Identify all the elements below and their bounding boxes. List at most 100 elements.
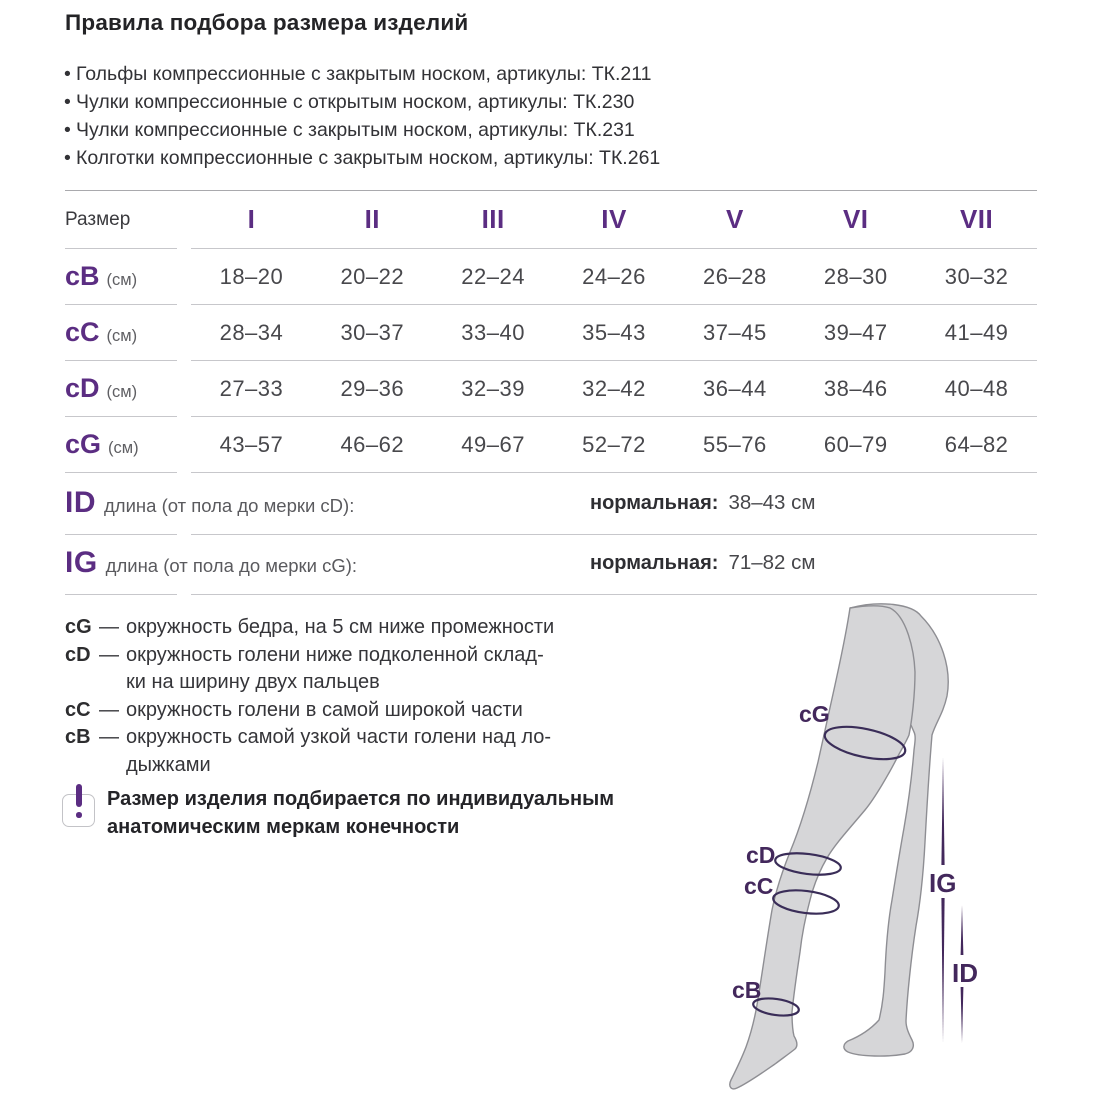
- row-label: cG: [65, 429, 102, 459]
- value-cell: 36–44: [703, 375, 767, 401]
- size-column-iii: III: [481, 204, 505, 234]
- row-label: cD: [65, 373, 100, 403]
- value-cell: 55–76: [703, 431, 767, 457]
- cd-measurement-ellipse: [774, 852, 842, 876]
- length-description: длина (от пола до мерки cD):: [104, 495, 355, 516]
- size-column-vi: VI: [842, 204, 869, 234]
- legend-text: окружность голени ниже подколенной склад…: [126, 642, 675, 697]
- ig-line: [941, 898, 945, 1043]
- product-text: Чулки компрессионные с закрытым носком, …: [76, 119, 635, 141]
- figure-label-cd: cD: [746, 842, 775, 868]
- product-text: Чулки компрессионные с открытым носком, …: [76, 91, 635, 113]
- row-label-cell: cG (см): [65, 417, 177, 473]
- legend-line: окружность бедра, на 5 см ниже промежнос…: [126, 616, 555, 638]
- unit-label: (см): [108, 439, 139, 457]
- row-label: cC: [65, 317, 100, 347]
- size-columns: I II III IV V VI VII: [191, 191, 1037, 249]
- length-value: 71–82 см: [728, 551, 816, 574]
- legend-item-cg: cG — окружность бедра, на 5 см ниже пром…: [65, 614, 675, 642]
- figure-label-cg: cG: [799, 701, 830, 727]
- value-cell: 49–67: [461, 431, 525, 457]
- legend-line: окружность самой узкой части голени над …: [126, 726, 552, 748]
- length-description: длина (от пола до мерки cG):: [105, 555, 358, 576]
- row-values: 18–20 20–22 22–24 24–26 26–28 28–30 30–3…: [191, 249, 1037, 305]
- value-cell: 24–26: [582, 263, 646, 289]
- value-cell: 46–62: [340, 431, 405, 457]
- legend-text: окружность голени в самой широкой части: [126, 697, 675, 725]
- legend-line: ки на ширину двух пальцев: [126, 671, 380, 693]
- unit-label: (см): [106, 271, 138, 289]
- legend-dash: —: [99, 643, 119, 666]
- row-values: 43–57 46–62 49–67 52–72 55–76 60–79 64–8…: [191, 417, 1037, 473]
- row-label: cB: [65, 261, 100, 291]
- size-column-i: I: [247, 204, 256, 234]
- legend-term: cC: [65, 698, 91, 721]
- figure-label-id: ID: [952, 958, 978, 988]
- legend-term: cG: [65, 616, 92, 638]
- value-cell: 30–37: [340, 319, 405, 345]
- list-item: • Чулки компрессионные с закрытым носком,…: [64, 116, 660, 144]
- size-column-ii: II: [364, 204, 381, 234]
- value-cell: 33–40: [461, 319, 525, 345]
- cc-measurement-ellipse: [772, 889, 840, 915]
- legend-item-cb: cB — окружность самой узкой части голени…: [65, 724, 675, 779]
- unit-label: (см): [106, 383, 138, 401]
- row-values: 27–33 29–36 32–39 32–42 36–44 38–46 40–4…: [191, 361, 1037, 417]
- value-cell: 40–48: [944, 375, 1009, 401]
- value-cell: 29–36: [340, 375, 405, 401]
- size-header-label: Размер: [65, 208, 131, 230]
- row-label-cell: cB (см): [65, 249, 177, 305]
- list-item: • Колготки компрессионные с закрытым носк…: [64, 144, 660, 172]
- leg-silhouette-back: [843, 603, 949, 1057]
- size-column-vii: VII: [959, 204, 994, 234]
- bullet-icon: •: [64, 91, 71, 113]
- figure-label-ig: IG: [929, 868, 956, 898]
- length-label: IG: [65, 546, 98, 579]
- measurement-legend: cG — окружность бедра, на 5 см ниже пром…: [65, 614, 675, 779]
- value-cell: 41–49: [944, 319, 1009, 345]
- value-cell: 22–24: [461, 263, 525, 289]
- value-cell: 18–20: [219, 263, 284, 289]
- legend-line: окружность голени ниже подколенной склад…: [126, 643, 544, 666]
- value-cell: 60–79: [823, 431, 888, 457]
- value-cell: 28–34: [219, 319, 284, 345]
- value-cell: 30–32: [944, 263, 1009, 289]
- length-row-id: ID длина (от пола до мерки cD): нормальн…: [65, 473, 1037, 535]
- table-row-cd: cD (см) 27–33 29–36 32–39 32–42 36–44 38–…: [65, 361, 1037, 417]
- product-text: Колготки компрессионные с закрытым носко…: [76, 147, 661, 169]
- value-cell: 64–82: [944, 431, 1009, 457]
- value-cell: 32–42: [582, 375, 646, 401]
- id-line: [960, 987, 964, 1043]
- bullet-icon: •: [64, 147, 71, 169]
- page-title: Правила подбора размера изделий: [65, 10, 469, 35]
- row-values: 28–34 30–37 33–40 35–43 37–45 39–47 41–4…: [191, 305, 1037, 361]
- legend-dash: —: [99, 616, 119, 638]
- size-column-v: V: [725, 204, 744, 234]
- list-item: • Гольфы компрессионные с закрытым носком…: [64, 60, 660, 88]
- legend-term: cD: [65, 643, 91, 666]
- row-label-cell: cD (см): [65, 361, 177, 417]
- product-text: Гольфы компрессионные с закрытым носком,…: [76, 63, 652, 85]
- value-cell: 39–47: [823, 319, 888, 345]
- value-cell: 26–28: [703, 263, 767, 289]
- list-item: • Чулки компрессионные с открытым носком,…: [64, 88, 660, 116]
- length-type: нормальная:: [590, 552, 719, 574]
- value-cell: 28–30: [823, 263, 888, 289]
- value-cell: 37–45: [703, 319, 767, 345]
- value-cell: 38–46: [823, 375, 888, 401]
- legend-item-cc: cC — окружность голени в самой широкой ч…: [65, 697, 675, 725]
- legend-text: окружность самой узкой части голени над …: [126, 724, 675, 779]
- figure-label-cb: cB: [732, 977, 761, 1003]
- cb-measurement-ellipse: [752, 997, 800, 1017]
- note: Размер изделия подбирается по индивидуал…: [62, 784, 654, 841]
- value-cell: 35–43: [582, 319, 646, 345]
- product-list: • Гольфы компрессионные с закрытым носком…: [64, 60, 660, 172]
- length-value: 38–43 см: [728, 491, 816, 514]
- note-text: Размер изделия подбирается по индивидуал…: [107, 788, 615, 838]
- length-label: ID: [65, 486, 96, 519]
- legend-term: cB: [65, 726, 91, 748]
- bullet-icon: •: [64, 119, 71, 141]
- leg-silhouette-front: [729, 605, 916, 1090]
- ig-line: [941, 757, 945, 865]
